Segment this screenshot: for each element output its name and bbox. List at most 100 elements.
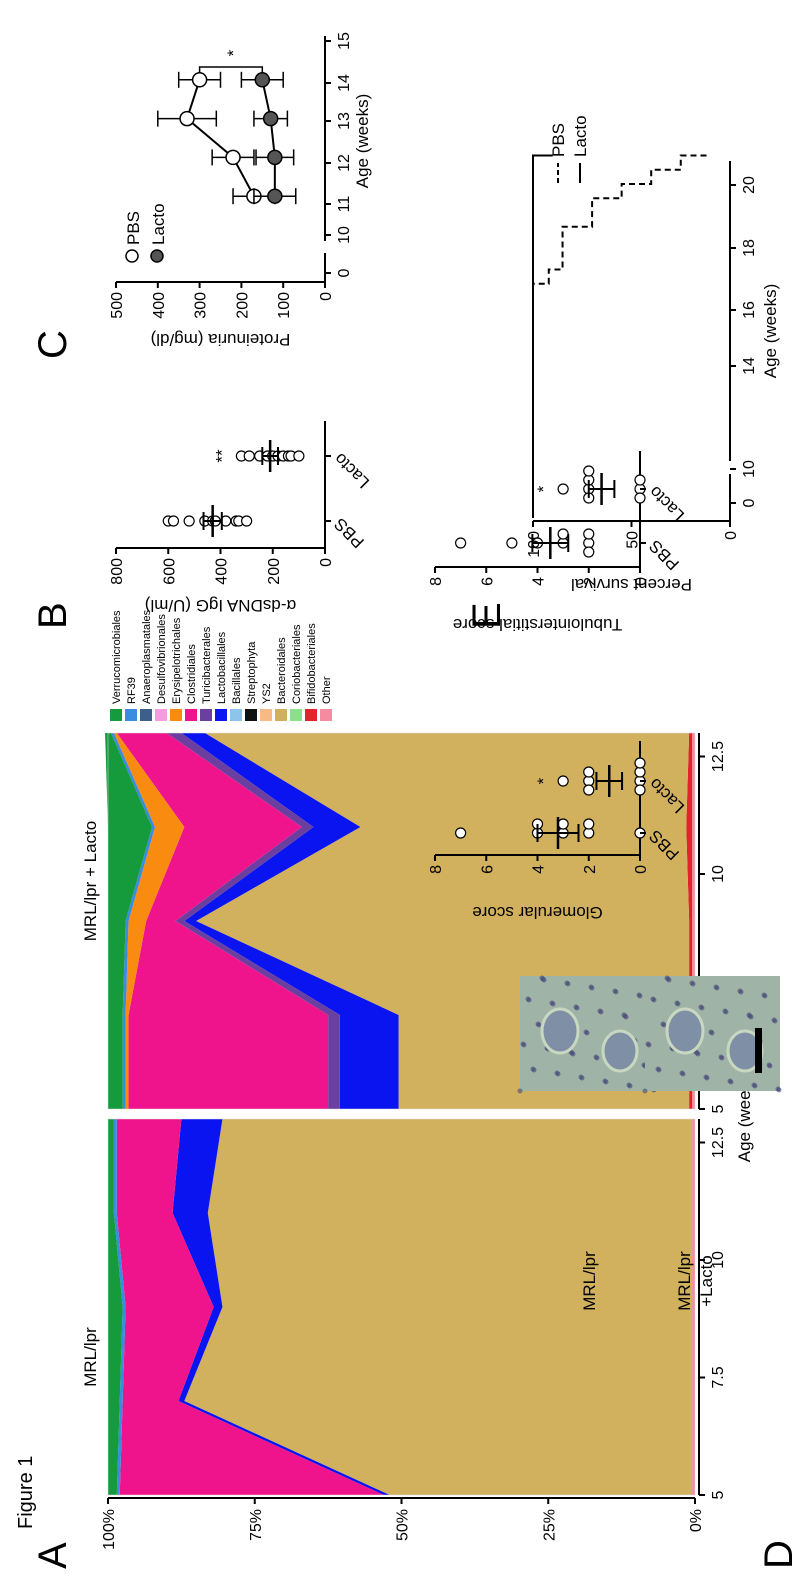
y-tick-label: 0% bbox=[688, 1509, 705, 1532]
area-verrucomicrobiales bbox=[108, 1119, 123, 1495]
panel-label-e: E bbox=[465, 602, 509, 629]
survival-curve bbox=[532, 154, 553, 518]
y-tick-label: 200 bbox=[234, 292, 251, 319]
x-tick-label: 10 bbox=[741, 460, 758, 478]
series-line bbox=[185, 79, 255, 197]
data-point bbox=[262, 110, 279, 127]
legend-swatch bbox=[290, 709, 302, 721]
histology-label: MRL/lpr bbox=[580, 1251, 599, 1311]
micrograph-cell bbox=[593, 1054, 599, 1060]
significance-mark: * bbox=[224, 49, 243, 56]
micrograph-cell bbox=[737, 988, 743, 994]
legend-label: Erysipelotrichales bbox=[171, 617, 183, 704]
significance-bracket bbox=[198, 66, 264, 73]
micrograph-cell bbox=[520, 1041, 526, 1047]
data-point bbox=[583, 465, 595, 477]
y-axis-label: Percent survival bbox=[571, 575, 692, 594]
legend-label: PBS bbox=[549, 123, 568, 157]
micrograph-cell bbox=[771, 1017, 777, 1023]
legend-label: Verrucomicrobiales bbox=[111, 610, 123, 704]
micrograph-cell bbox=[655, 1066, 661, 1072]
x-tick-label: 0 bbox=[741, 498, 758, 507]
y-axis-label: Proteinuria (mg/dl) bbox=[151, 330, 291, 349]
data-point bbox=[557, 528, 569, 540]
legend-label: Other bbox=[321, 676, 333, 704]
figure-title: Figure 1 bbox=[15, 1456, 37, 1529]
histology-label-line: MRL/lpr bbox=[675, 1251, 694, 1311]
data-point bbox=[557, 483, 569, 495]
y-tick-label: 300 bbox=[193, 292, 210, 319]
legend-swatch bbox=[230, 709, 242, 721]
data-point bbox=[634, 492, 646, 504]
legend-label: Bifidobacteriales bbox=[306, 623, 318, 704]
area-lactobacillales bbox=[181, 733, 399, 1109]
y-tick-label: 8 bbox=[428, 577, 445, 586]
micrograph-cell bbox=[549, 1000, 555, 1006]
plot-frame bbox=[107, 1118, 696, 1496]
panel-c: C 0 100 200 300 400 500 0 10 11 12 13 14 15 Age (weeks… bbox=[31, 32, 372, 359]
data-point bbox=[455, 827, 467, 839]
data-point bbox=[241, 515, 253, 527]
legend-swatch bbox=[275, 709, 287, 721]
legend-label: Lacto bbox=[149, 203, 168, 245]
y-tick-label: 800 bbox=[109, 558, 126, 585]
y-tick-label: 100% bbox=[101, 1509, 118, 1550]
x-tick-label: PBS bbox=[645, 536, 682, 573]
legend-swatch bbox=[140, 709, 152, 721]
micrograph-cell bbox=[718, 1054, 724, 1060]
micrograph-cell bbox=[621, 1012, 627, 1018]
micrograph-cell bbox=[727, 1078, 733, 1084]
x-tick-label: 7.5 bbox=[710, 1366, 727, 1388]
micrograph-cell bbox=[636, 992, 642, 998]
panel-label-b: B bbox=[31, 602, 75, 629]
legend-label: Lactobacillales bbox=[216, 631, 228, 704]
y-tick-label: 100 bbox=[276, 292, 293, 319]
legend-label: Desulfovibrionales bbox=[156, 614, 168, 704]
y-tick-label: 0 bbox=[318, 558, 335, 567]
data-point bbox=[254, 72, 271, 88]
glomerulus bbox=[601, 1029, 639, 1073]
legend-label: PBS bbox=[124, 211, 143, 245]
legend-swatch bbox=[305, 709, 317, 721]
y-tick-label: 400 bbox=[214, 558, 231, 585]
area-clostridiales bbox=[116, 733, 329, 1109]
legend-swatch bbox=[155, 709, 167, 721]
data-point bbox=[583, 766, 595, 778]
y-axis-label: α-dsDNA IgG (U/ml) bbox=[145, 596, 297, 615]
data-point bbox=[506, 537, 518, 549]
legend-swatch bbox=[110, 709, 122, 721]
legend-swatch bbox=[320, 709, 332, 721]
glomerulus bbox=[540, 1007, 580, 1055]
y-tick-label: 200 bbox=[266, 558, 283, 585]
series-line bbox=[261, 79, 276, 197]
legend-label: Anaeroplasmatales bbox=[141, 609, 153, 704]
significance-mark: ** bbox=[212, 449, 231, 463]
micrograph-cell bbox=[761, 992, 767, 998]
area-other bbox=[692, 1119, 695, 1495]
y-tick-label: 4 bbox=[531, 865, 548, 874]
data-point bbox=[167, 515, 180, 527]
micrograph-cell bbox=[689, 980, 695, 986]
x-tick-label: 10 bbox=[710, 1251, 727, 1269]
micrograph-cell bbox=[642, 1088, 648, 1094]
panel-label-a: A bbox=[31, 1542, 75, 1569]
y-tick-label: 6 bbox=[479, 865, 496, 874]
micrograph-cell bbox=[597, 1008, 603, 1014]
y-tick-label: 2 bbox=[582, 577, 599, 586]
x-tick-label: 10 bbox=[710, 865, 727, 883]
x-tick-label: 14 bbox=[336, 74, 353, 92]
data-point bbox=[225, 149, 241, 166]
data-point bbox=[557, 818, 569, 830]
micrograph-cell bbox=[674, 1000, 680, 1006]
legend-label: Lacto bbox=[571, 115, 590, 157]
x-axis-label: Age (weeks) bbox=[735, 1068, 754, 1162]
legend-swatch bbox=[245, 709, 257, 721]
y-tick-label: 600 bbox=[161, 558, 178, 585]
micrograph-cell bbox=[722, 1008, 728, 1014]
x-tick-label: 18 bbox=[741, 239, 758, 257]
x-tick-label: Lacto bbox=[330, 449, 373, 492]
x-tick-label: 15 bbox=[336, 32, 353, 50]
